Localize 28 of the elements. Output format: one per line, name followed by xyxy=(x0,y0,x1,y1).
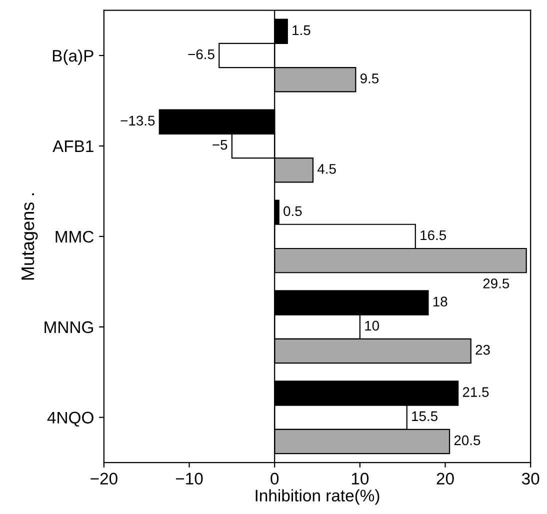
x-tick-label: 0 xyxy=(270,472,279,485)
data-label: 20.5 xyxy=(454,435,480,446)
y-tick-label: MMC xyxy=(56,230,94,243)
y-tick-label: AFB1 xyxy=(52,140,94,152)
y-axis-title: Mutagens . xyxy=(22,193,38,280)
data-label: 29.5 xyxy=(483,278,510,288)
data-label: 16.5 xyxy=(420,230,446,240)
y-tick-label: B(a)P xyxy=(52,49,94,65)
data-label: 10 xyxy=(365,320,379,331)
data-label: 15.5 xyxy=(412,411,438,422)
x-tick-label: 10 xyxy=(352,472,369,485)
x-axis-title: Inhibition rate(%) xyxy=(256,489,380,505)
data-label: 21.5 xyxy=(462,387,489,397)
data-label: 1.5 xyxy=(292,25,310,36)
x-tick-label: 30 xyxy=(522,472,540,485)
x-tick-label: −10 xyxy=(176,472,203,485)
y-tick-label: 4NQO xyxy=(47,412,94,427)
x-tick-label: 20 xyxy=(436,472,454,485)
data-label: 18 xyxy=(433,296,448,307)
y-tick-label: MNNG xyxy=(44,321,93,334)
x-tick-label: −20 xyxy=(90,472,118,485)
data-label: 23 xyxy=(476,344,490,355)
data-label: −6.5 xyxy=(188,49,214,60)
data-label: 9.5 xyxy=(360,74,379,84)
data-label: 4.5 xyxy=(317,164,336,174)
data-label: −5 xyxy=(212,140,228,150)
data-label: −13.5 xyxy=(120,116,155,126)
data-label: 0.5 xyxy=(284,206,302,216)
